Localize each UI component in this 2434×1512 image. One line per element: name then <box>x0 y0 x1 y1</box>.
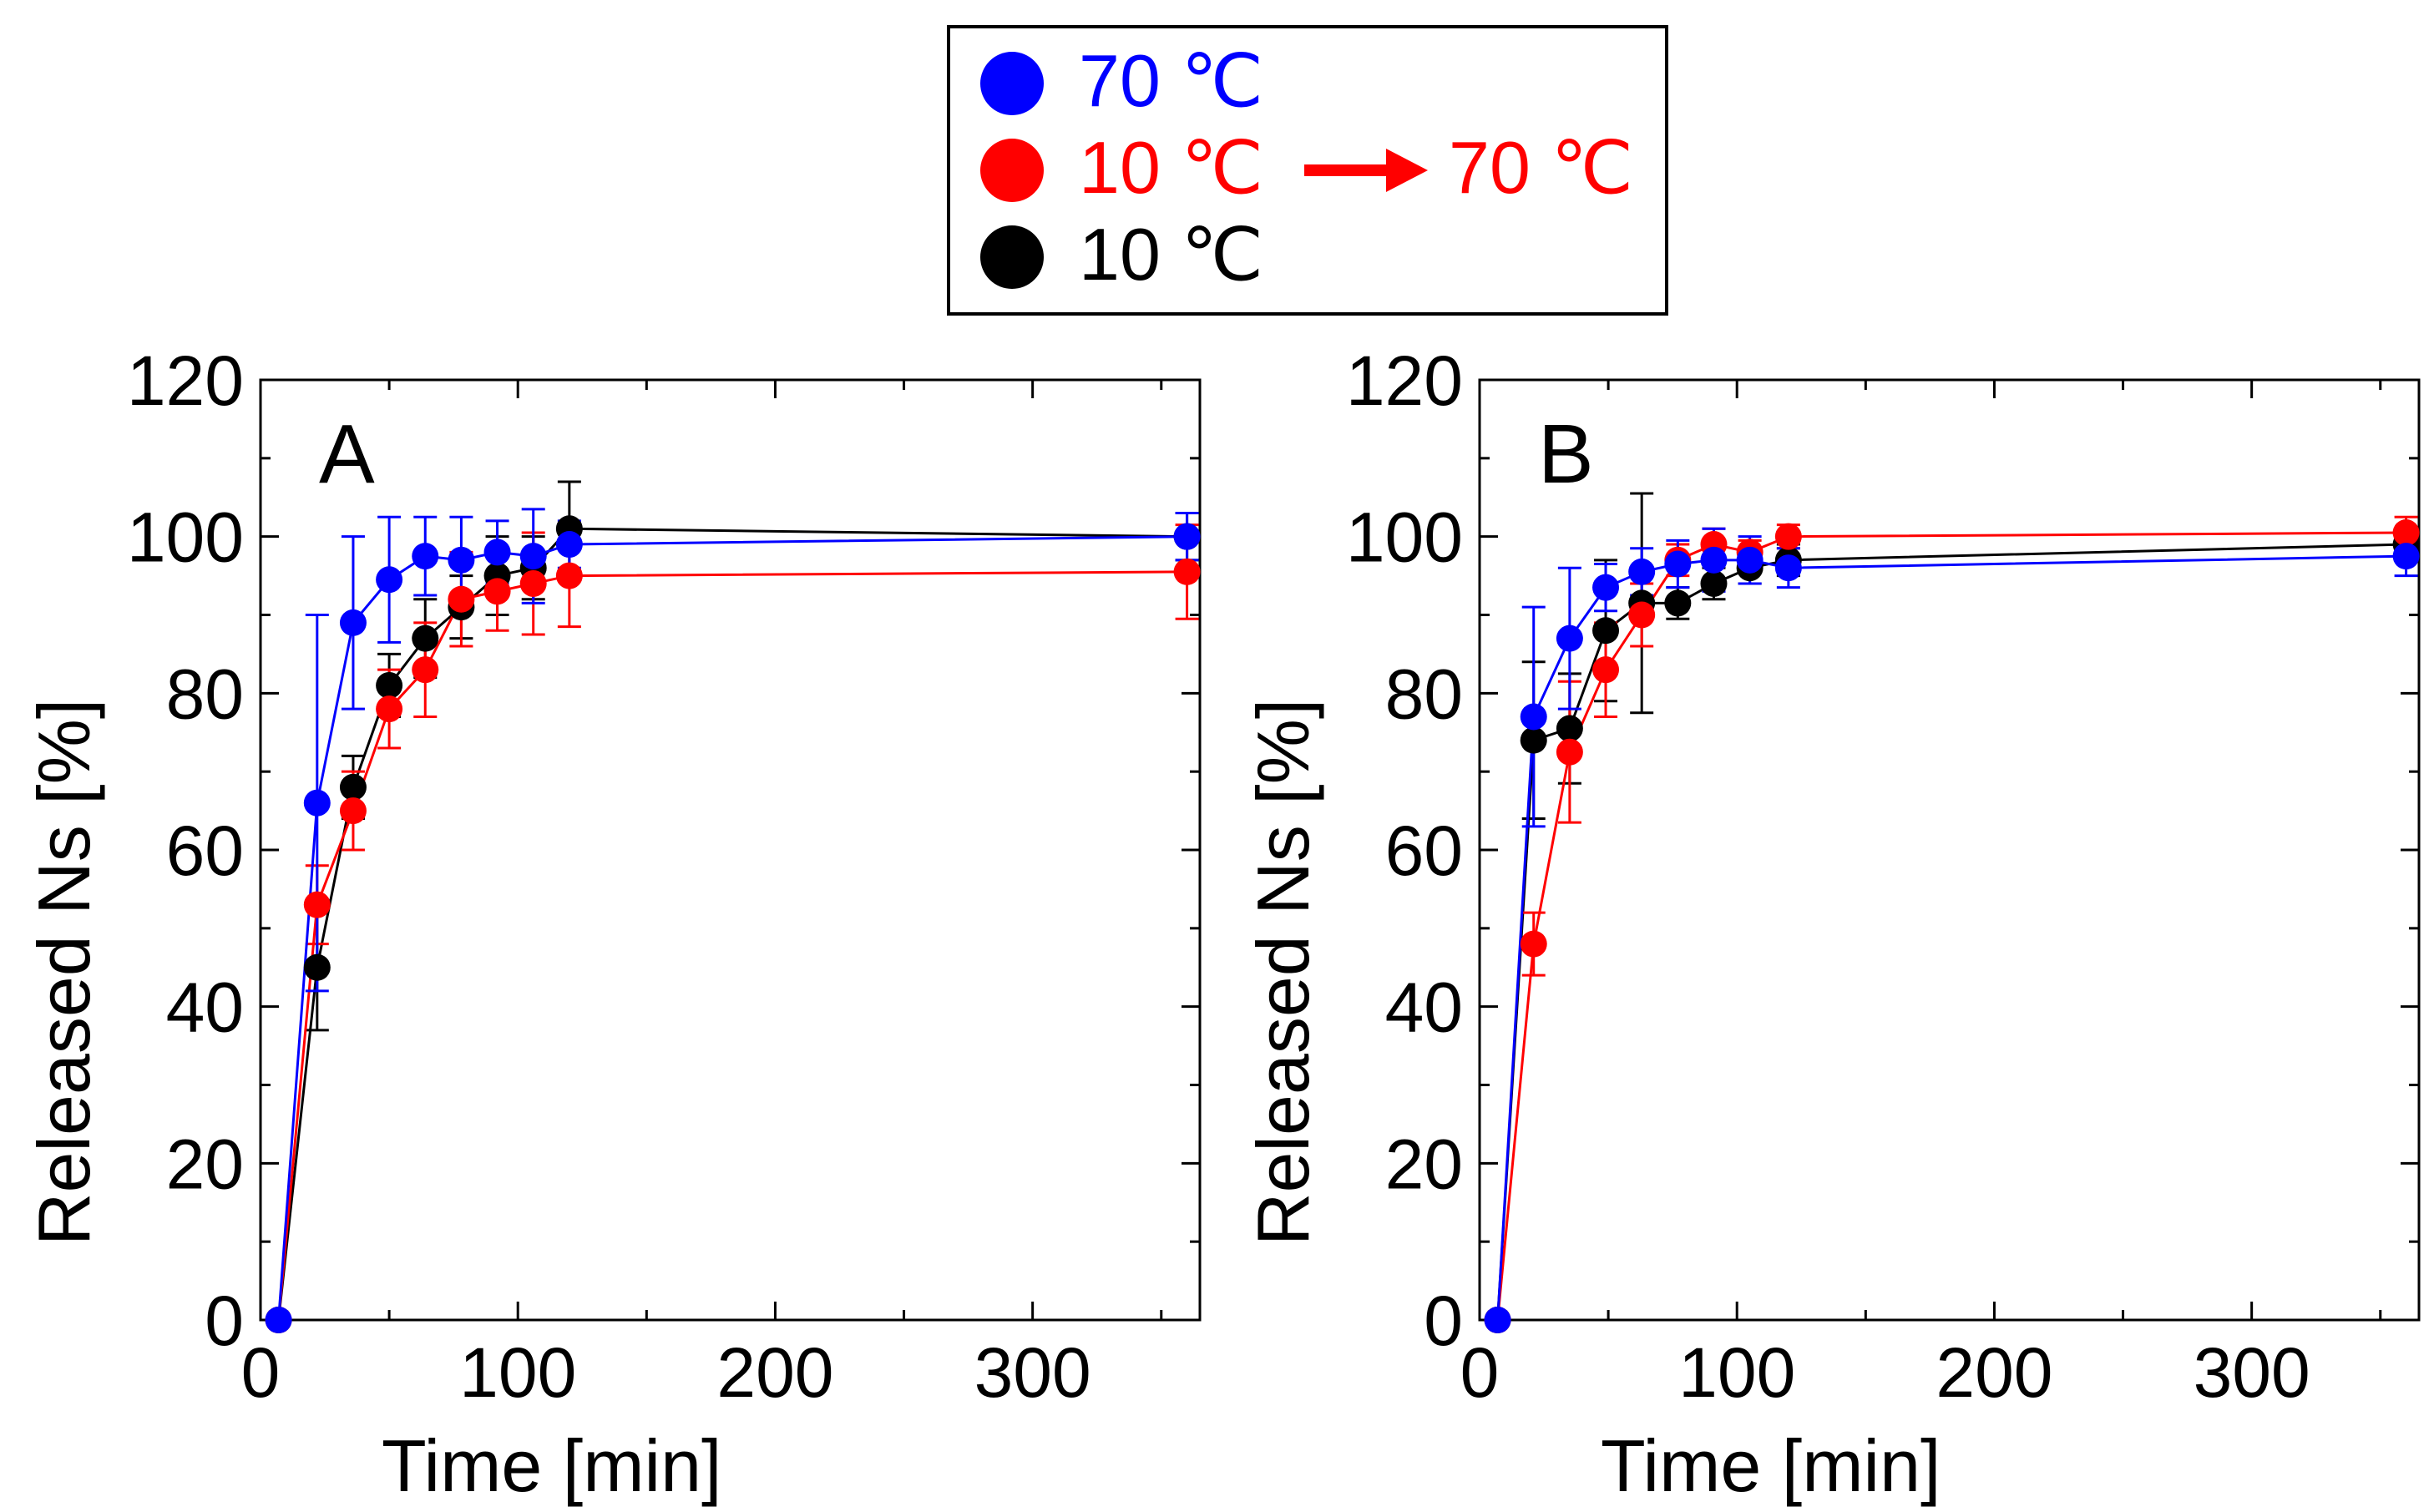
y-tick-label: 20 <box>1385 1125 1463 1203</box>
y-tick-label: 0 <box>205 1282 244 1360</box>
data-point <box>303 789 331 817</box>
y-tick-label: 120 <box>127 341 244 420</box>
data-point <box>339 609 367 636</box>
data-point <box>339 773 367 801</box>
data-point <box>519 543 547 570</box>
data-point <box>1556 715 1583 742</box>
data-point <box>376 671 403 699</box>
x-tick-label: 100 <box>1678 1333 1795 1412</box>
x-axis-label: Time [min] <box>382 1424 721 1507</box>
data-point <box>1628 558 1656 585</box>
y-axis-label: Released Ns [%] <box>23 699 105 1246</box>
data-point <box>1520 726 1547 754</box>
legend-marker-10c-to-70c <box>980 139 1044 202</box>
data-point <box>376 566 403 594</box>
data-point <box>1664 550 1692 578</box>
x-tick-label: 300 <box>2194 1333 2310 1412</box>
x-tick-label: 200 <box>1936 1333 2052 1412</box>
y-tick-label: 120 <box>1346 341 1463 420</box>
x-tick-label: 300 <box>974 1333 1091 1412</box>
data-point <box>448 546 475 574</box>
data-point <box>1592 617 1620 645</box>
series-line <box>277 527 1187 1321</box>
data-point <box>1700 546 1728 574</box>
data-point <box>448 585 475 613</box>
series-line <box>1496 554 2406 1321</box>
data-point <box>1484 1307 1511 1333</box>
series-line <box>277 570 1187 1321</box>
data-point <box>1592 656 1620 684</box>
legend-marker-10c <box>980 225 1044 289</box>
series-line <box>277 535 1187 1321</box>
data-point <box>412 656 439 684</box>
series-line <box>1496 531 2406 1321</box>
data-point <box>555 531 583 559</box>
plot-frame <box>259 378 1202 1322</box>
legend-arrow-icon <box>1386 149 1428 192</box>
series-line <box>1496 543 2406 1321</box>
data-point <box>2392 543 2420 570</box>
panel-label: A <box>319 407 375 501</box>
data-point <box>303 953 331 981</box>
x-tick-label: 100 <box>459 1333 576 1412</box>
data-point <box>1664 589 1692 617</box>
x-axis-label: Time [min] <box>1601 1424 1941 1507</box>
data-point <box>1736 546 1764 574</box>
y-tick-label: 80 <box>166 655 244 733</box>
data-point <box>376 695 403 723</box>
data-point <box>303 891 331 918</box>
data-point <box>555 562 583 589</box>
data-point <box>483 539 511 566</box>
data-point <box>265 1307 292 1333</box>
panel-label: B <box>1538 407 1594 501</box>
y-tick-label: 40 <box>1385 968 1463 1047</box>
data-point <box>483 578 511 605</box>
data-point <box>1700 569 1728 597</box>
data-point <box>519 569 547 597</box>
legend-label-10c: 10 ℃ <box>1079 213 1263 296</box>
data-point <box>1774 554 1802 582</box>
y-tick-label: 20 <box>166 1125 244 1203</box>
panel-b: 0 20 40 60 80 100 120 0 100 200 300 Time [min] Relea… <box>1242 341 2421 1507</box>
plot-frame <box>1478 378 2421 1322</box>
data-point <box>1520 703 1547 731</box>
y-tick-label: 60 <box>1385 812 1463 890</box>
legend: 70 ℃ 10 ℃ 70 ℃ 10 ℃ <box>947 25 1668 316</box>
data-point <box>1592 574 1620 601</box>
data-point <box>2392 518 2420 546</box>
data-point <box>1628 601 1656 629</box>
data-point <box>1173 558 1201 585</box>
x-tick-label: 200 <box>716 1333 833 1412</box>
y-tick-label: 100 <box>127 498 244 577</box>
y-axis-label: Released Ns [%] <box>1242 699 1324 1246</box>
y-tick-label: 80 <box>1385 655 1463 733</box>
data-point <box>1520 930 1547 958</box>
y-tick-label: 100 <box>1346 498 1463 577</box>
y-tick-label: 60 <box>166 812 244 890</box>
data-point <box>1774 523 1802 550</box>
data-point <box>1556 625 1583 652</box>
legend-label-70c: 70 ℃ <box>1079 39 1263 122</box>
legend-marker-70c <box>980 52 1044 115</box>
legend-label-arrow-target: 70 ℃ <box>1449 126 1633 209</box>
legend-label-10c-to-70c: 10 ℃ <box>1079 126 1263 209</box>
panel-a: 0 20 40 60 80 100 120 0 100 200 300 Time [min] Relea… <box>23 341 1202 1507</box>
data-point <box>1556 738 1583 766</box>
y-tick-label: 40 <box>166 968 244 1047</box>
data-point <box>412 625 439 652</box>
data-point <box>1173 523 1201 550</box>
x-tick-label: 0 <box>241 1333 281 1412</box>
data-point <box>412 543 439 570</box>
y-tick-label: 0 <box>1424 1282 1463 1360</box>
data-point <box>339 797 367 825</box>
x-tick-label: 0 <box>1460 1333 1500 1412</box>
